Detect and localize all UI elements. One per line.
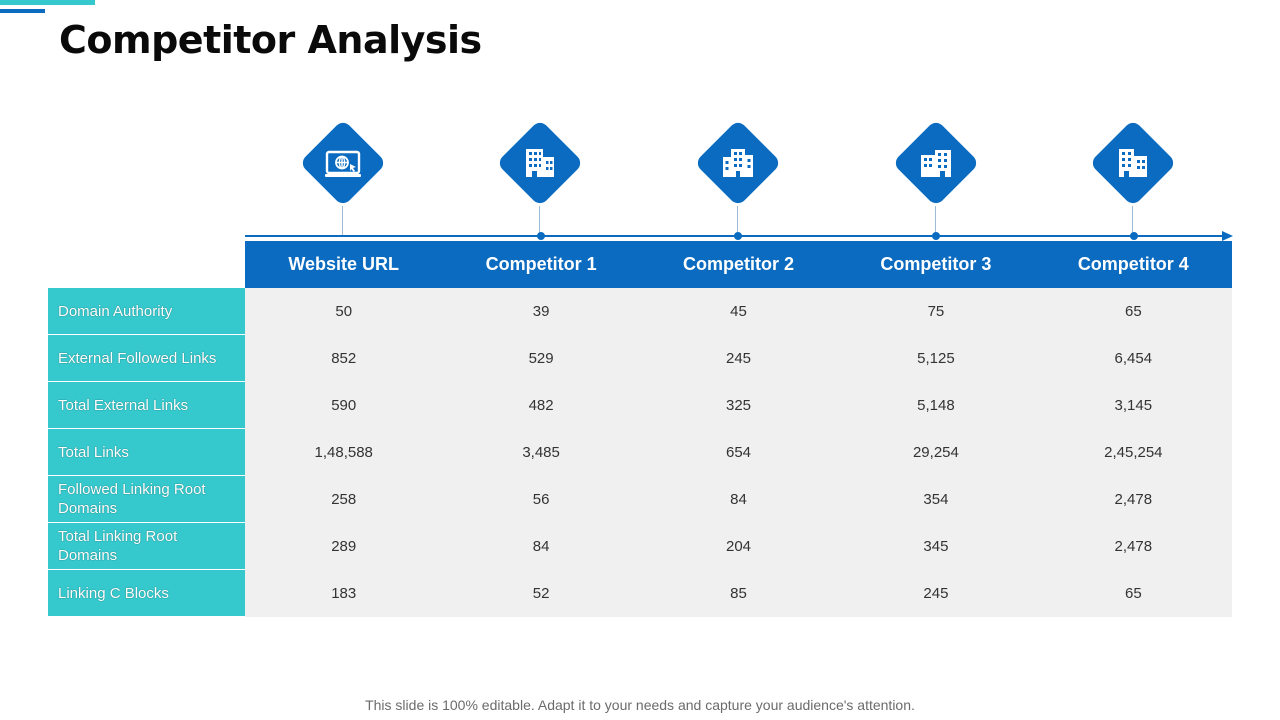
table-row: Total Linking Root Domains 289 84 204 34… <box>48 523 1232 570</box>
table-cell: 75 <box>927 303 945 320</box>
marker-stem <box>1132 206 1133 236</box>
table-cell: 289 <box>331 538 357 555</box>
website-globe-icon <box>325 150 361 177</box>
row-label: External Followed Links <box>48 335 245 382</box>
marker-stem <box>737 206 738 236</box>
column-marker-competitor-1 <box>495 118 585 240</box>
table-cell: 85 <box>730 585 747 602</box>
column-marker-website <box>298 118 388 240</box>
table-cell: 325 <box>726 397 752 414</box>
building-icon <box>526 149 554 177</box>
table-cell: 852 <box>331 350 357 367</box>
column-header: Competitor 3 <box>880 254 992 274</box>
row-label: Followed Linking Root Domains <box>48 476 245 523</box>
table-cell: 345 <box>923 538 949 555</box>
table-cell: 3,485 <box>522 444 560 461</box>
building-icon <box>723 149 753 177</box>
table-cell: 2,478 <box>1114 538 1153 555</box>
table-cell: 65 <box>1124 303 1142 320</box>
row-label: Total Links <box>48 429 245 476</box>
table-cell: 29,254 <box>912 444 959 461</box>
table-cell: 529 <box>528 350 554 367</box>
table-row: Domain Authority 50 39 45 75 65 <box>48 288 1232 335</box>
table-cell: 2,45,254 <box>1104 444 1163 461</box>
page-title: Competitor Analysis <box>59 18 482 62</box>
table-cell: 183 <box>331 585 357 602</box>
table-cell: 50 <box>335 303 353 320</box>
table-row: Total Links 1,48,588 3,485 654 29,254 2,… <box>48 429 1232 476</box>
table-cell: 3,145 <box>1114 397 1153 414</box>
column-header: Competitor 2 <box>683 254 795 274</box>
accent-bar-teal <box>0 0 95 5</box>
building-icon <box>1119 149 1147 177</box>
accent-bar-blue <box>0 9 45 13</box>
table-cell: 84 <box>730 491 747 508</box>
table-cell: 84 <box>532 538 550 555</box>
table-cell: 52 <box>532 585 550 602</box>
marker-stem <box>935 206 936 236</box>
row-label: Domain Authority <box>48 288 245 335</box>
column-header: Competitor 4 <box>1077 254 1189 274</box>
column-header: Competitor 1 <box>485 254 597 274</box>
table-row: Total External Links 590 482 325 5,148 3… <box>48 382 1232 429</box>
table-cell: 6,454 <box>1114 350 1153 367</box>
axis-arrow-icon <box>1222 231 1233 241</box>
table-cell: 5,148 <box>917 397 955 414</box>
footer-note: This slide is 100% editable. Adapt it to… <box>365 697 915 713</box>
column-marker-competitor-3 <box>891 118 981 240</box>
marker-stem <box>342 206 343 236</box>
axis-dot <box>537 232 545 240</box>
table-cell: 5,125 <box>917 350 955 367</box>
axis-dot <box>932 232 940 240</box>
table-cell: 65 <box>1124 585 1142 602</box>
table-cell: 39 <box>532 303 550 320</box>
table-cell: 245 <box>923 585 949 602</box>
table-body: Domain Authority 50 39 45 75 65 External… <box>48 288 1232 617</box>
row-label: Total External Links <box>48 382 245 429</box>
table-cell: 354 <box>923 491 949 508</box>
row-label: Total Linking Root Domains <box>48 523 245 570</box>
table-cell: 245 <box>726 350 752 367</box>
table-cell: 2,478 <box>1114 491 1153 508</box>
table-cell: 45 <box>730 303 747 320</box>
table-cell: 56 <box>532 491 550 508</box>
column-header: Website URL <box>288 254 400 274</box>
table-cell: 204 <box>726 538 752 555</box>
marker-stem <box>539 206 540 236</box>
building-icon <box>921 150 951 177</box>
table-cell: 1,48,588 <box>314 444 373 461</box>
table-row: Followed Linking Root Domains 258 56 84 … <box>48 476 1232 523</box>
table-cell: 258 <box>331 491 357 508</box>
table-cell: 654 <box>726 444 752 461</box>
column-marker-competitor-4 <box>1088 118 1178 240</box>
table-row: Linking C Blocks 183 52 85 245 65 <box>48 570 1232 617</box>
table-row: External Followed Links 852 529 245 5,12… <box>48 335 1232 382</box>
table-cell: 482 <box>528 397 554 414</box>
column-marker-competitor-2 <box>693 118 783 240</box>
table-header: Website URL Competitor 1 Competitor 2 Co… <box>245 241 1232 288</box>
row-label: Linking C Blocks <box>48 570 245 617</box>
axis-dot <box>1130 232 1138 240</box>
table-cell: 590 <box>331 397 357 414</box>
axis-dot <box>734 232 742 240</box>
